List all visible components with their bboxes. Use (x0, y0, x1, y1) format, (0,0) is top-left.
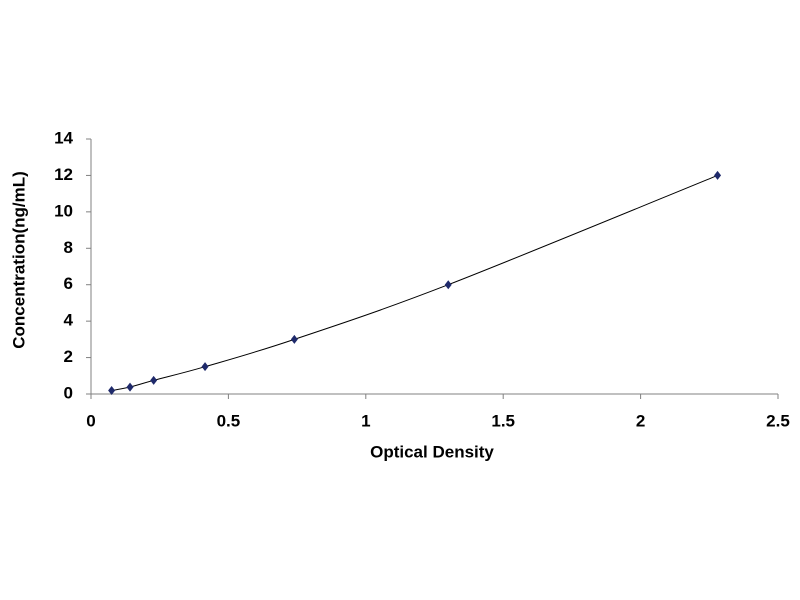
y-tick-label: 14 (54, 128, 73, 147)
y-tick-label: 12 (54, 165, 73, 184)
point (150, 375, 158, 385)
point (201, 362, 209, 372)
point (714, 170, 722, 180)
point (126, 382, 134, 392)
x-axis-title: Optical Density (370, 442, 494, 461)
x-tick-label: 1.5 (491, 411, 515, 430)
y-axis-title: Concentration(ng/mL) (9, 171, 28, 349)
y-tick-label: 6 (64, 274, 73, 293)
y-tick-label: 4 (64, 311, 74, 330)
y-tick-label: 2 (64, 347, 73, 366)
point (108, 386, 116, 396)
x-tick-label: 2 (636, 411, 645, 430)
y-tick-label: 10 (54, 201, 73, 220)
point (290, 334, 298, 344)
y-tick-label: 8 (64, 238, 73, 257)
x-tick-label: 0 (86, 411, 95, 430)
x-tick-label: 0.5 (217, 411, 241, 430)
curve (111, 174, 718, 392)
y-tick-label: 0 (64, 383, 73, 402)
x-tick-label: 2.5 (766, 411, 790, 430)
point (444, 280, 452, 290)
x-tick-label: 1 (361, 411, 370, 430)
